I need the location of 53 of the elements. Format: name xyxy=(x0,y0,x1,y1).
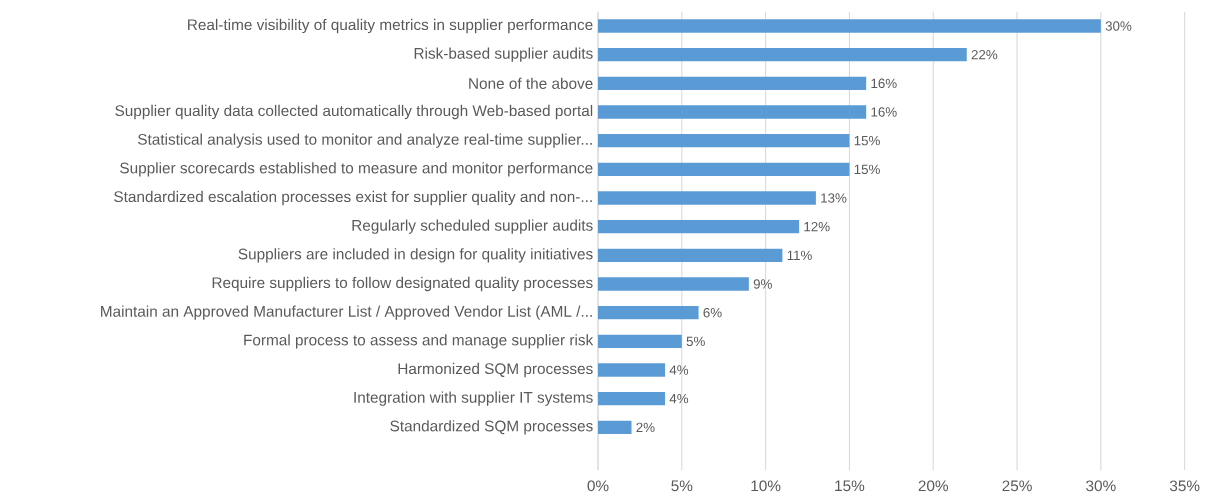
y-tick-label: Real-time visibility of quality metrics in supplier performance xyxy=(188,18,593,34)
x-tick-label: 10% xyxy=(751,480,781,492)
bar xyxy=(598,19,1101,33)
data-label: 16% xyxy=(871,107,897,117)
y-tick-label: Integration with supplier IT systems xyxy=(354,391,593,406)
y-tick-label: Risk-based supplier audits xyxy=(414,47,593,62)
data-label: 5% xyxy=(686,336,705,347)
data-label: 4% xyxy=(669,394,689,404)
y-tick-label: Regularly scheduled supplier audits xyxy=(352,219,593,234)
x-tick-label: 30% xyxy=(1086,480,1116,492)
data-label: 15% xyxy=(854,135,880,146)
bar xyxy=(598,306,699,320)
data-label: 2% xyxy=(636,422,655,433)
data-label: 30% xyxy=(1105,21,1132,31)
bar xyxy=(598,420,632,435)
x-tick-label: 15% xyxy=(835,480,865,492)
y-tick-label: Standardized escalation processes exist for supplier quality and non-... xyxy=(114,190,592,206)
bar xyxy=(598,48,967,62)
data-label: 6% xyxy=(703,307,722,318)
data-label: 22% xyxy=(971,49,998,60)
data-label: 11% xyxy=(787,250,812,261)
bar xyxy=(598,134,850,148)
x-tick-label: 25% xyxy=(1002,480,1032,492)
x-tick-label: 5% xyxy=(671,480,693,492)
bar xyxy=(598,220,800,234)
bar xyxy=(598,162,850,176)
y-tick-label: Supplier scorecards established to measure and monitor performance xyxy=(120,162,593,177)
y-tick-label: None of the above xyxy=(469,77,593,89)
y-tick-label: Formal process to assess and manage supplier risk xyxy=(244,334,594,349)
y-tick-label: Harmonized SQM processes xyxy=(398,362,593,378)
bar xyxy=(598,277,749,291)
y-tick-label: Standardized SQM processes xyxy=(390,420,593,435)
x-tick-label: 35% xyxy=(1169,480,1200,492)
y-tick-label: Require suppliers to follow designated quality processes xyxy=(212,276,593,292)
bar xyxy=(598,248,783,263)
data-label: 4% xyxy=(669,365,689,375)
x-tick-label: 0% xyxy=(587,480,609,492)
data-label: 9% xyxy=(753,279,772,289)
y-tick-label: Suppliers are included in design for quality initiatives xyxy=(238,248,593,263)
bar xyxy=(598,392,666,406)
bar xyxy=(598,105,867,119)
data-label: 15% xyxy=(854,164,880,175)
y-tick-label: Maintain an Approved Manufacturer List / Approved Vendor List (AML /... xyxy=(101,305,592,320)
bar xyxy=(598,334,682,348)
bar xyxy=(598,76,867,91)
bar xyxy=(598,363,666,377)
data-label: 12% xyxy=(804,221,830,232)
data-label: 16% xyxy=(871,78,897,89)
data-label: 13% xyxy=(821,193,847,203)
y-tick-label: Statistical analysis used to monitor and analyze real-time supplier... xyxy=(138,133,592,148)
x-tick-label: 20% xyxy=(918,480,949,492)
bar xyxy=(598,191,816,205)
y-tick-label: Supplier quality data collected automatically through Web-based portal xyxy=(115,104,593,120)
